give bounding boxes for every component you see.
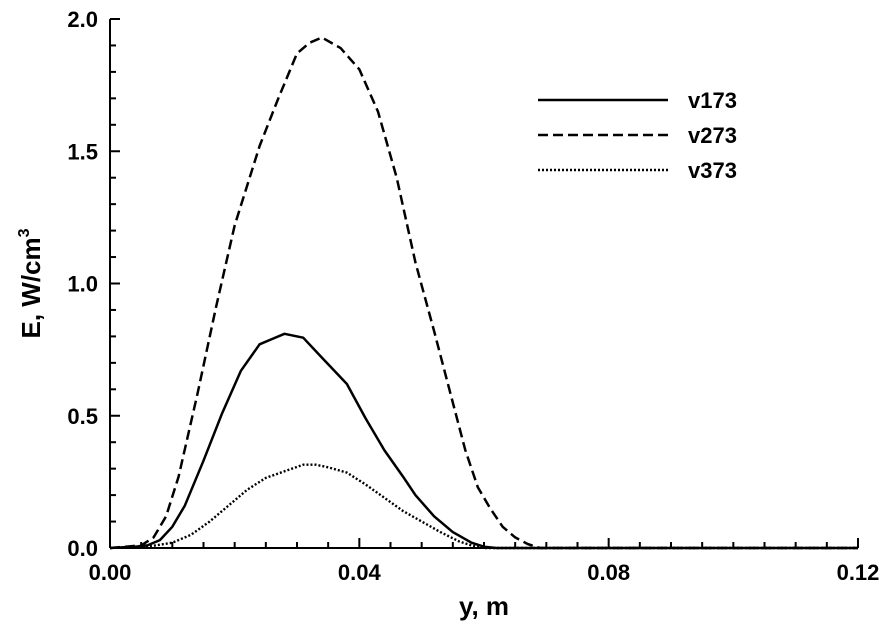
x-axis-ticks: 0.00 0.04 0.08 0.12 [89, 538, 880, 585]
series-line-v173 [109, 332, 858, 550]
x-tick-label: 0.12 [837, 560, 880, 585]
legend-label-v373: v373 [688, 158, 737, 183]
y-axis-title: E, W/cm3 [16, 228, 46, 338]
y-tick-label: 1.5 [67, 139, 98, 164]
series-line-v273 [109, 36, 858, 550]
x-tick-label: 0.04 [338, 560, 382, 585]
x-axis-title: y, m [459, 591, 509, 621]
series-line-v373 [109, 463, 858, 550]
y-axis-title-main: E, W/cm [16, 237, 46, 338]
y-axis-title-superscript: 3 [16, 228, 33, 237]
y-tick-label: 1.0 [67, 272, 98, 297]
x-tick-label: 0.08 [587, 560, 630, 585]
y-tick-label: 0.0 [67, 536, 98, 561]
legend-label-v273: v273 [688, 123, 737, 148]
y-axis-ticks: 0.0 0.5 1.0 1.5 2.0 [67, 7, 120, 561]
legend-label-v173: v173 [688, 88, 737, 113]
y-tick-label: 0.5 [67, 404, 98, 429]
legend: v173 v273 v373 [538, 88, 737, 183]
x-tick-label: 0.00 [89, 560, 132, 585]
series-layer [109, 36, 858, 550]
plot-area: 0.00 0.04 0.08 0.12 0.0 0.5 1.0 1.5 2.0 [67, 7, 879, 585]
y-tick-label: 2.0 [67, 7, 98, 32]
